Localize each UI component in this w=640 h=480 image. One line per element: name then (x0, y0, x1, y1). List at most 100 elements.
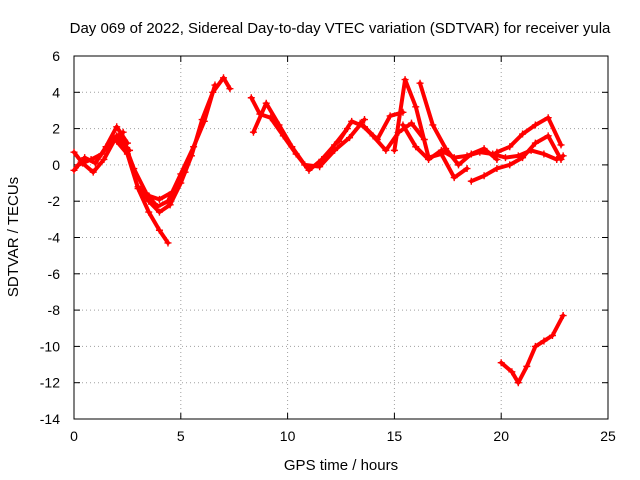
y-tick-label: -8 (48, 302, 61, 318)
data-point (480, 172, 488, 180)
data-point (81, 154, 89, 162)
data-point (220, 74, 228, 82)
data-point (98, 150, 106, 158)
x-tick-label: 5 (177, 428, 185, 444)
data-point (493, 165, 501, 173)
data-point (467, 177, 475, 185)
series-trace (499, 313, 566, 385)
data-point (531, 139, 539, 147)
data-point (508, 368, 516, 376)
data-point (399, 121, 407, 129)
series-arc-05 (117, 81, 219, 211)
data-point (559, 312, 567, 320)
data-point (407, 119, 415, 127)
series-trace (494, 115, 563, 155)
series-arc-03 (74, 128, 127, 169)
data-point (429, 121, 437, 129)
data-point (425, 155, 433, 163)
data-point (155, 208, 163, 216)
data-point (155, 226, 163, 234)
x-tick-label: 15 (387, 428, 403, 444)
series-arc-14 (399, 121, 567, 163)
series-arc-15 (467, 132, 565, 185)
data-point (100, 155, 108, 163)
data-point (523, 362, 531, 370)
y-tick-label: 6 (52, 48, 60, 64)
x-tick-label: 25 (600, 428, 616, 444)
data-point (335, 137, 343, 145)
data-point (463, 152, 471, 160)
axis-ticks: 0 5 10 15 20 25 -14 -12 -10 -8 -6 -4 -2 0 2 4 6 (40, 48, 616, 444)
data-point (130, 165, 138, 173)
data-point (305, 166, 313, 174)
data-point (514, 379, 522, 387)
series-trace (358, 121, 427, 153)
data-point (348, 117, 356, 125)
data-point (316, 163, 324, 171)
data-point (450, 174, 458, 182)
data-point (168, 188, 176, 196)
data-point (117, 130, 125, 138)
data-point (519, 154, 527, 162)
data-point (145, 192, 153, 200)
data-point (187, 152, 195, 160)
series-trace (72, 133, 132, 175)
y-tick-label: -4 (48, 230, 61, 246)
data-point (331, 146, 339, 154)
data-point (416, 79, 424, 87)
y-tick-label: -6 (48, 266, 61, 282)
data-point (548, 332, 556, 340)
data-point (531, 342, 539, 350)
data-point (450, 154, 458, 162)
data-point (412, 103, 420, 111)
data-point (382, 146, 390, 154)
data-point (356, 119, 364, 127)
x-axis-label: GPS time / hours (284, 457, 398, 474)
series-arc-06 (134, 74, 234, 216)
data-point (134, 183, 142, 191)
series-arc-07 (145, 168, 189, 203)
data-point (390, 146, 398, 154)
data-point (113, 137, 121, 145)
y-tick-label: 2 (52, 121, 60, 137)
data-point (369, 132, 377, 140)
x-tick-label: 10 (280, 428, 296, 444)
series-trace (251, 101, 367, 169)
data-point (108, 135, 116, 143)
data-point (557, 155, 565, 163)
data-point (166, 201, 174, 209)
data-point (301, 161, 309, 169)
series-layer (70, 74, 567, 387)
x-tick-label: 0 (70, 428, 78, 444)
data-point (506, 161, 514, 169)
data-point (275, 121, 283, 129)
data-point (540, 150, 548, 158)
data-point (155, 195, 163, 203)
data-point (164, 239, 172, 247)
data-point (70, 166, 78, 174)
series-trace (469, 133, 563, 184)
data-point (544, 114, 552, 122)
data-point (557, 141, 565, 149)
y-tick-label: -10 (40, 338, 60, 354)
data-point (540, 337, 548, 345)
y-tick-label: 4 (52, 84, 60, 100)
data-point (113, 123, 121, 131)
series-arc-17 (497, 312, 567, 387)
data-point (91, 159, 99, 167)
data-point (489, 150, 497, 158)
series-trace (136, 75, 232, 215)
data-point (198, 116, 206, 124)
data-point (386, 112, 394, 120)
data-point (249, 128, 257, 136)
series-arc-09 (249, 99, 368, 171)
data-point (531, 121, 539, 129)
data-point (463, 165, 471, 173)
y-tick-label: -14 (40, 411, 60, 427)
data-point (501, 154, 509, 162)
data-point (360, 116, 368, 124)
data-point (288, 143, 296, 151)
data-point (506, 143, 514, 151)
data-point (70, 148, 78, 156)
